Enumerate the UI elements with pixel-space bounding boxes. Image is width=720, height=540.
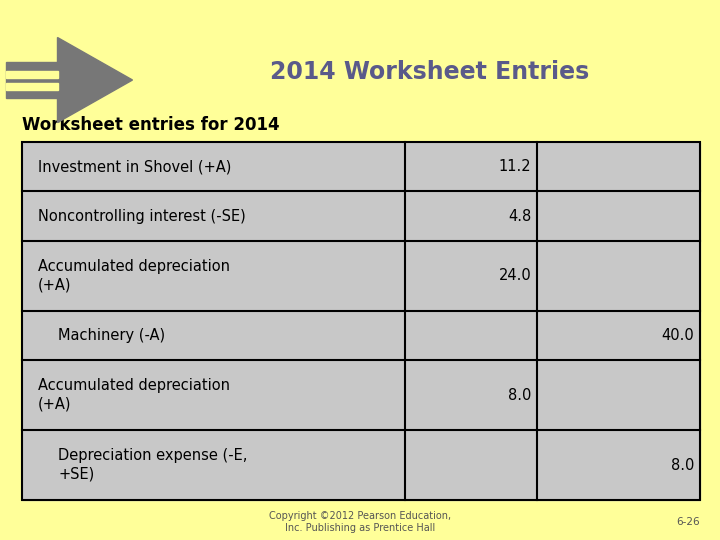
Text: Accumulated depreciation
(+A): Accumulated depreciation (+A) (38, 259, 230, 293)
Bar (6, 62, 58, 98)
Bar (22, 142, 700, 500)
Text: 40.0: 40.0 (661, 328, 694, 343)
Text: 4.8: 4.8 (508, 208, 531, 224)
Text: Accumulated depreciation
(+A): Accumulated depreciation (+A) (38, 378, 230, 412)
Text: Noncontrolling interest (-SE): Noncontrolling interest (-SE) (38, 208, 246, 224)
Bar (6, 71, 58, 78)
Text: 11.2: 11.2 (499, 159, 531, 174)
Text: Worksheet entries for 2014: Worksheet entries for 2014 (22, 116, 279, 134)
Bar (22, 142, 700, 500)
Bar (6, 83, 58, 90)
Text: 24.0: 24.0 (498, 268, 531, 283)
Text: 8.0: 8.0 (670, 457, 694, 472)
Polygon shape (58, 37, 132, 123)
Text: 8.0: 8.0 (508, 388, 531, 402)
Text: Copyright ©2012 Pearson Education,
Inc. Publishing as Prentice Hall: Copyright ©2012 Pearson Education, Inc. … (269, 511, 451, 533)
Text: 2014 Worksheet Entries: 2014 Worksheet Entries (271, 60, 590, 84)
Text: Depreciation expense (-E,
+SE): Depreciation expense (-E, +SE) (58, 448, 248, 482)
Text: Machinery (-A): Machinery (-A) (58, 328, 165, 343)
Text: 6-26: 6-26 (676, 517, 700, 527)
Text: Investment in Shovel (+A): Investment in Shovel (+A) (38, 159, 231, 174)
